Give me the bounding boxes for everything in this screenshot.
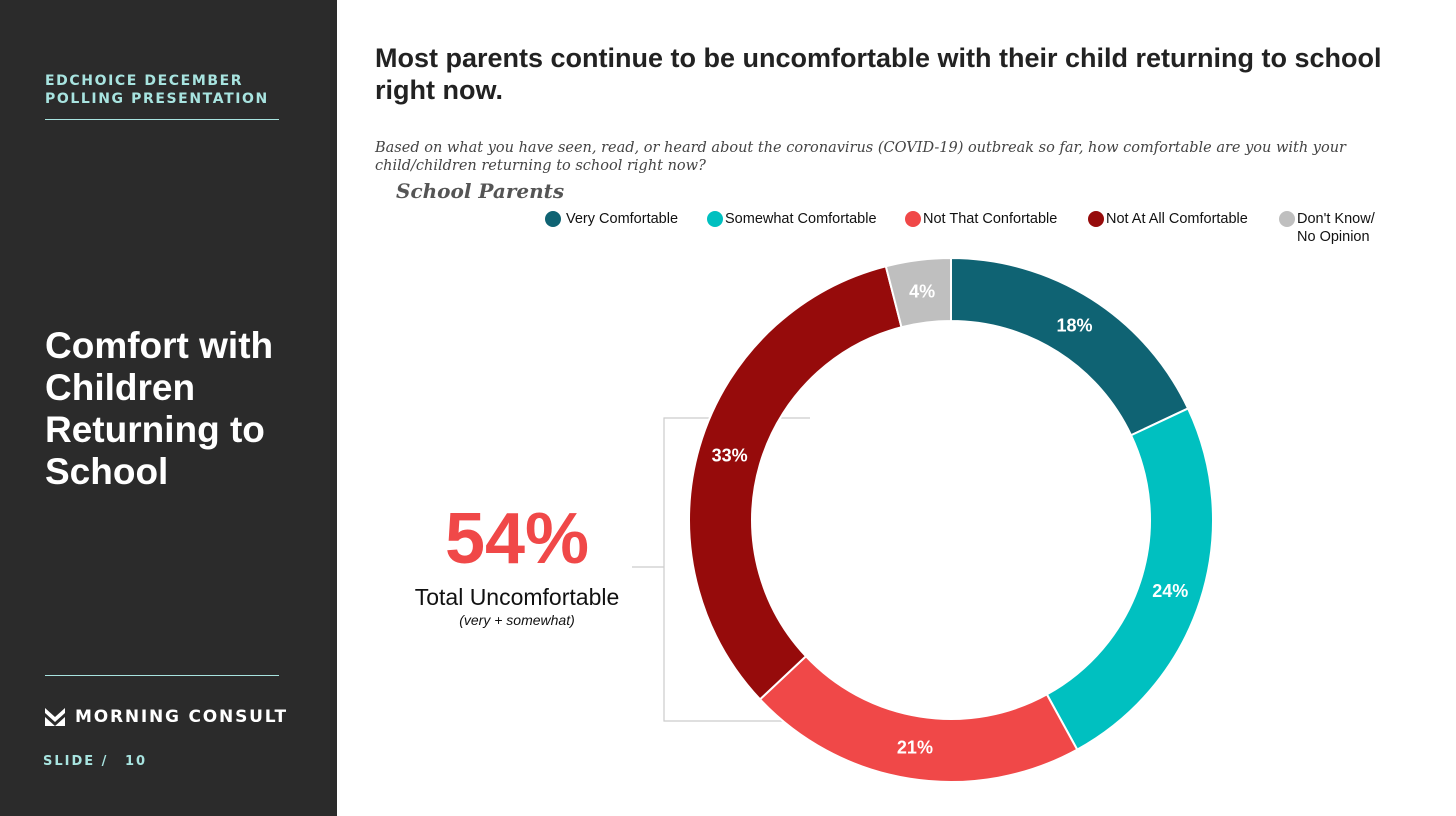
- slide-number-value: 10: [124, 754, 148, 769]
- slide-number: SLIDE / 10: [43, 754, 147, 769]
- legend-swatch: [707, 211, 723, 227]
- chart-title: School Parents: [396, 179, 565, 203]
- data-label-dont-know: 4%: [909, 281, 935, 301]
- legend-swatch: [905, 211, 921, 227]
- legend-label: Very Comfortable: [566, 211, 679, 227]
- sidebar-divider-bottom: [45, 675, 279, 676]
- section-title: Comfort with Children Returning to Schoo…: [45, 325, 274, 492]
- total-uncomfortable-label: Total Uncomfortable: [414, 584, 620, 610]
- data-label-somewhat-comfortable: 24%: [1152, 581, 1188, 601]
- kicker-line-2: POLLING PRESENTATION: [45, 91, 269, 107]
- morning-consult-logo: MORNING CONSULT: [45, 707, 288, 727]
- data-label-not-that-comfortable: 21%: [897, 738, 933, 758]
- donut-slice-very-comfortable: [950, 256, 1190, 437]
- total-uncomfortable-sublabel: (very + somewhat): [459, 612, 575, 628]
- legend-label: Not At All Comfortable: [1106, 211, 1248, 227]
- donut-slice-not-at-all-comfortable: [688, 265, 903, 701]
- morning-consult-logo-icon: [45, 708, 65, 726]
- donut-slice-somewhat-comfortable: [1045, 407, 1214, 751]
- legend-item-very-comfortable: Very Comfortable: [545, 210, 678, 228]
- legend-label: Not That Confortable: [923, 211, 1058, 227]
- donut-slice-not-that-comfortable: [758, 654, 1079, 783]
- legend-item-somewhat-comfortable: Somewhat Comfortable: [707, 210, 877, 228]
- sidebar-divider-top: [45, 119, 279, 120]
- donut-labels: 18% 24% 21% 33% 4%: [712, 281, 1189, 757]
- legend-swatch: [1088, 211, 1104, 227]
- legend-label: Somewhat Comfortable: [725, 211, 877, 227]
- donut-slices: [688, 256, 1214, 783]
- survey-question: Based on what you have seen, read, or he…: [375, 140, 1346, 174]
- sidebar: EDCHOICE DECEMBER POLLING PRESENTATION C…: [0, 0, 337, 816]
- legend-item-not-that-comfortable: Not That Confortable: [905, 210, 1057, 228]
- kicker-line-1: EDCHOICE DECEMBER: [45, 73, 244, 89]
- legend-swatch: [1279, 211, 1295, 227]
- logo-text: MORNING CONSULT: [75, 707, 288, 727]
- total-uncomfortable-value: 54%: [444, 499, 590, 579]
- data-label-very-comfortable: 18%: [1056, 315, 1092, 335]
- legend-label: Don't Know/ No Opinion: [1297, 211, 1375, 245]
- slide-label: SLIDE /: [43, 754, 109, 769]
- presentation-kicker: EDCHOICE DECEMBER POLLING PRESENTATION: [45, 72, 269, 108]
- donut-slice-dont-know: [884, 256, 952, 329]
- legend-item-dont-know: Don't Know/ No Opinion: [1279, 210, 1389, 246]
- slide-headline: Most parents continue to be uncomfortabl…: [375, 43, 1382, 105]
- data-label-not-at-all-comfortable: 33%: [712, 446, 748, 466]
- legend-item-not-at-all-comfortable: Not At All Comfortable: [1088, 210, 1248, 228]
- legend-swatch: [545, 211, 561, 227]
